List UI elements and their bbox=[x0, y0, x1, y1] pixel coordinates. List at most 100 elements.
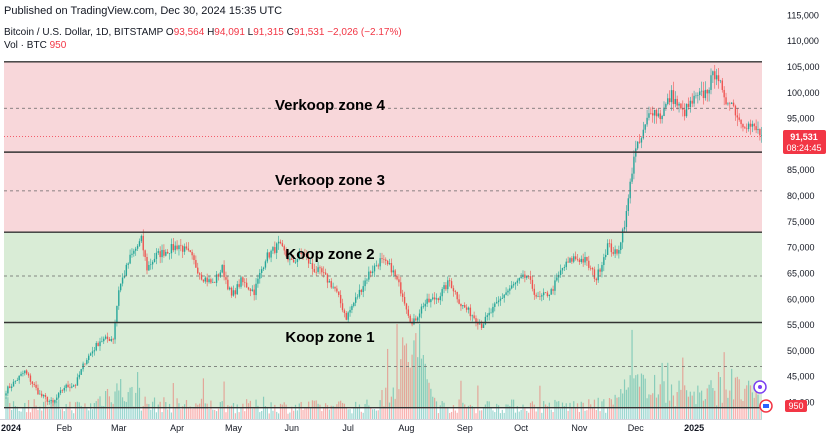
candle-body bbox=[503, 294, 505, 298]
candle-body bbox=[653, 109, 656, 116]
volume-bar bbox=[82, 408, 84, 419]
candle-body bbox=[584, 257, 586, 263]
volume-bar bbox=[501, 409, 503, 419]
volume-bar bbox=[326, 405, 329, 419]
candle-body bbox=[178, 245, 180, 250]
volume-bar bbox=[685, 390, 688, 419]
volume-bar bbox=[298, 403, 300, 419]
candle-body bbox=[321, 268, 323, 273]
volume-bar bbox=[291, 406, 293, 419]
time-tick-label: Dec bbox=[628, 423, 645, 433]
volume-bar bbox=[407, 362, 409, 419]
candle-body bbox=[700, 90, 703, 92]
volume-bar bbox=[129, 387, 131, 419]
candle-body bbox=[732, 102, 735, 106]
volume-bar bbox=[289, 412, 291, 419]
volume-bar bbox=[61, 408, 63, 419]
volume-bar bbox=[610, 399, 612, 419]
candle-body bbox=[155, 252, 158, 259]
volume-bar bbox=[63, 411, 65, 419]
volume-label[interactable]: Vol · BTC bbox=[4, 40, 47, 51]
event-marker-dot-icon bbox=[758, 385, 762, 389]
candle-body bbox=[41, 393, 43, 397]
volume-bar bbox=[306, 408, 308, 419]
volume-bar bbox=[360, 411, 362, 419]
candle-body bbox=[621, 229, 624, 243]
candle-body bbox=[213, 282, 216, 283]
open-value: 93,564 bbox=[173, 27, 205, 38]
candle-body bbox=[56, 397, 58, 401]
candle-body bbox=[657, 113, 660, 117]
zone-band-2 bbox=[4, 152, 762, 233]
candle-body bbox=[509, 288, 511, 291]
candle-body bbox=[86, 360, 88, 364]
candle-body bbox=[633, 156, 635, 174]
candle-body bbox=[221, 264, 223, 273]
candle-body bbox=[712, 71, 714, 76]
volume-bar bbox=[328, 409, 330, 419]
candle-body bbox=[531, 279, 534, 289]
candle-body bbox=[277, 241, 280, 244]
volume-bar bbox=[529, 402, 532, 419]
volume-bar bbox=[578, 411, 580, 419]
candle-body bbox=[255, 283, 257, 296]
candle-body bbox=[187, 248, 190, 251]
candle-body bbox=[230, 287, 233, 296]
candle-body bbox=[471, 315, 473, 317]
close-label: C bbox=[286, 27, 294, 38]
time-tick-label: Feb bbox=[57, 423, 73, 433]
candle-body bbox=[18, 375, 20, 381]
candle-body bbox=[663, 107, 665, 116]
candle-body bbox=[437, 298, 440, 301]
volume-bar bbox=[29, 412, 32, 419]
volume-bar bbox=[591, 407, 594, 419]
candle-body bbox=[608, 243, 611, 244]
volume-bar bbox=[91, 409, 94, 419]
candle-body bbox=[524, 274, 526, 278]
candle-body bbox=[492, 306, 494, 313]
candle-body bbox=[648, 113, 650, 118]
volume-bar bbox=[54, 400, 56, 419]
volume-bar bbox=[732, 399, 735, 419]
candle-body bbox=[386, 260, 389, 265]
candle-body bbox=[266, 252, 269, 262]
candle-body bbox=[676, 98, 678, 106]
volume-bar bbox=[719, 377, 721, 419]
zone-label-verkoop-3: Verkoop zone 3 bbox=[275, 172, 385, 189]
volume-bar bbox=[608, 398, 611, 419]
volume-bar bbox=[424, 363, 426, 419]
candle-body bbox=[323, 272, 325, 273]
symbol-name[interactable]: Bitcoin / U.S. Dollar, 1D, BITSTAMP bbox=[4, 27, 164, 38]
volume-bar bbox=[11, 410, 13, 419]
volume-bar bbox=[232, 403, 235, 419]
volume-bar bbox=[76, 401, 79, 419]
volume-bar bbox=[736, 376, 738, 419]
candle-body bbox=[328, 281, 331, 283]
candle-body bbox=[424, 303, 426, 307]
candle-body bbox=[309, 263, 312, 264]
volume-bar bbox=[419, 324, 421, 419]
volume-bar bbox=[379, 400, 381, 419]
candle-body bbox=[138, 241, 141, 246]
candle-body bbox=[702, 90, 705, 99]
candle-body bbox=[398, 279, 400, 283]
volume-bar bbox=[159, 401, 161, 419]
candle-body bbox=[217, 274, 220, 277]
low-label: L bbox=[247, 27, 254, 38]
volume-bar bbox=[573, 401, 575, 419]
volume-bar bbox=[59, 409, 62, 419]
volume-bar bbox=[544, 404, 547, 419]
candle-body bbox=[129, 254, 131, 264]
candle-body bbox=[161, 249, 163, 258]
candle-body bbox=[272, 247, 274, 251]
candle-body bbox=[620, 242, 622, 251]
candle-body bbox=[390, 263, 393, 273]
candle-body bbox=[324, 272, 327, 275]
volume-bar bbox=[582, 402, 584, 419]
volume-bar bbox=[197, 404, 199, 419]
volume-bar bbox=[731, 368, 733, 419]
volume-bar bbox=[234, 413, 236, 419]
time-tick-label: May bbox=[225, 423, 243, 433]
volume-bar bbox=[90, 403, 92, 419]
volume-bar bbox=[388, 402, 391, 419]
